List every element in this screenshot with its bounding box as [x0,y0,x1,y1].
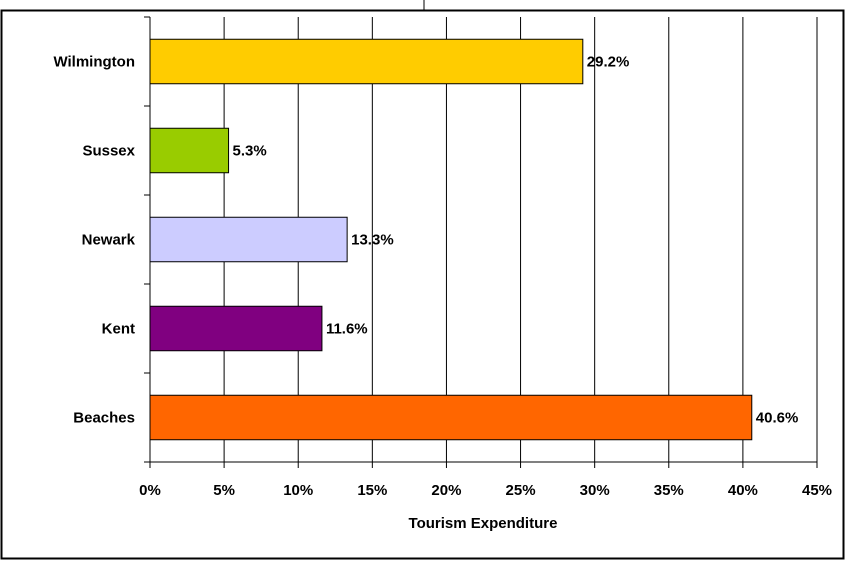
category-label: Sussex [82,143,135,160]
gridlines [223,17,818,462]
x-tick-label: 25% [506,482,536,499]
bar-newark [149,216,348,263]
labels: 0% 5% 10% 15% 20% 25% 30% 35% 40% 45% Wilmington 29… [53,54,832,500]
x-tick-label: 40% [728,482,758,499]
bar-wilmington [149,38,584,85]
axes [144,16,818,468]
value-label: 13.3% [351,232,394,249]
chart-border [0,9,845,560]
category-label: Beaches [73,410,135,427]
category-label: Wilmington [53,54,135,71]
bar-kent [149,305,323,352]
bar-sussex [149,127,230,174]
category-label: Kent [102,321,135,338]
x-tick-label: 20% [431,482,461,499]
x-tick-label: 35% [654,482,684,499]
x-tick-label: 10% [283,482,313,499]
bar-beaches [149,394,753,441]
x-tick-label: 15% [357,482,387,499]
value-label: 40.6% [756,410,799,427]
value-label: 29.2% [587,54,630,71]
x-tick-label: 0% [139,482,161,499]
x-tick-label: 5% [213,482,235,499]
value-label: 11.6% [326,321,368,338]
bars [149,38,753,441]
x-tick-label: 30% [580,482,610,499]
x-tick-label: 45% [802,482,832,499]
x-axis-title: Tourism Expenditure [409,515,558,532]
value-label: 5.3% [233,143,267,160]
category-label: Newark [82,232,136,249]
